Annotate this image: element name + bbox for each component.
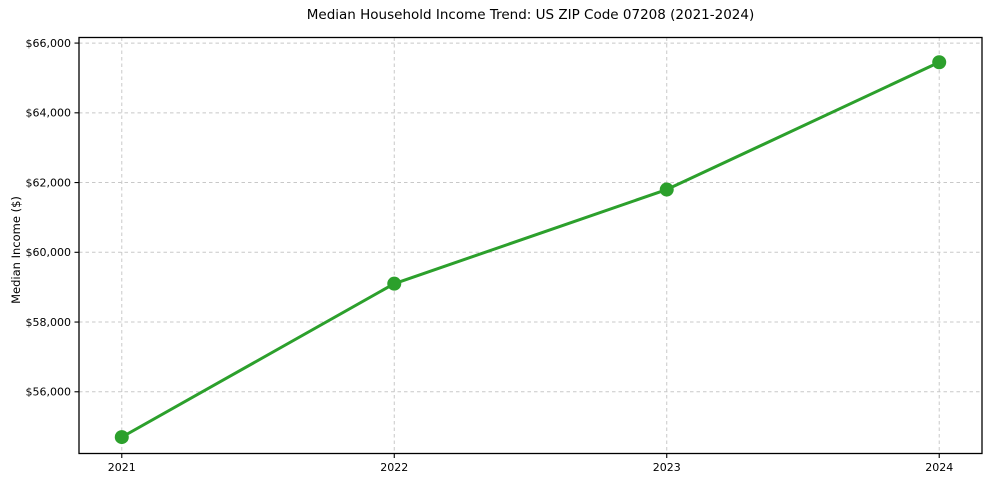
data-point-marker (659, 182, 674, 197)
x-tick-label: 2023 (653, 461, 681, 474)
axes-spines (78, 36, 983, 455)
x-tick-label: 2022 (380, 461, 408, 474)
y-tick-label: $58,000 (26, 316, 72, 329)
x-tick-label: 2024 (925, 461, 953, 474)
data-point-marker (114, 430, 129, 445)
data-point-marker (387, 276, 402, 291)
y-tick-label: $60,000 (26, 246, 72, 259)
y-tick-label: $66,000 (26, 37, 72, 50)
y-tick-label: $56,000 (26, 386, 72, 399)
data-point-marker (932, 55, 947, 70)
y-tick-label: $64,000 (26, 107, 72, 120)
chart-title: Median Household Income Trend: US ZIP Co… (306, 7, 755, 23)
trend-line (120, 60, 941, 439)
y-tick-label: $62,000 (26, 176, 72, 189)
x-tick-label: 2021 (108, 461, 136, 474)
